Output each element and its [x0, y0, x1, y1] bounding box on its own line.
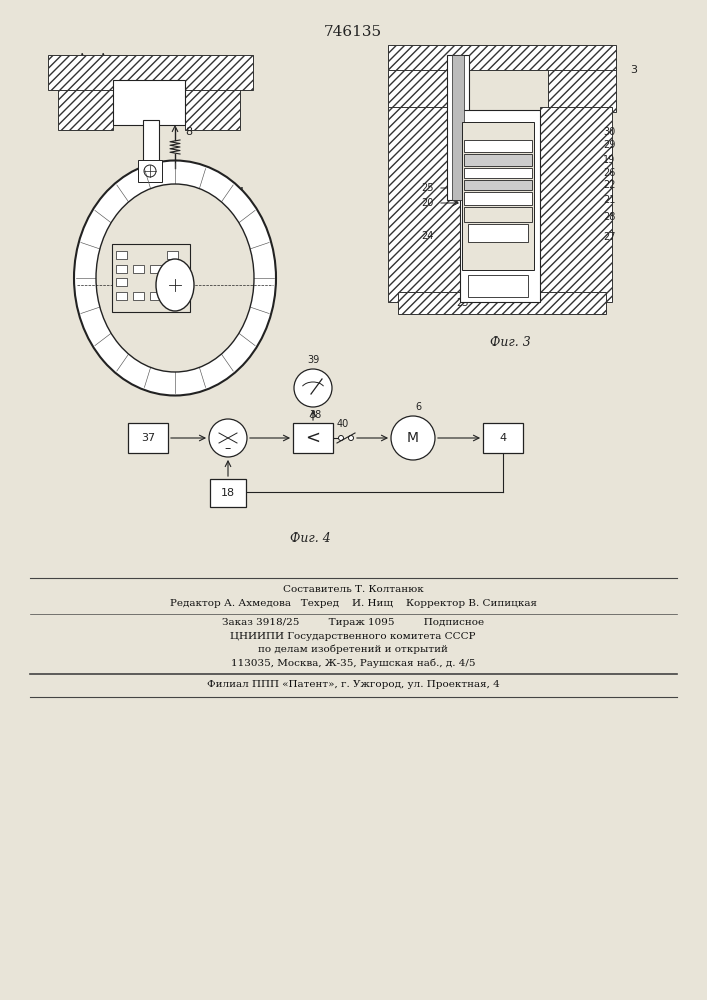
Bar	[464, 180, 532, 190]
Bar	[167, 292, 178, 300]
Circle shape	[294, 369, 332, 407]
Text: Заказ 3918/25         Тираж 1095         Подписное: Заказ 3918/25 Тираж 1095 Подписное	[222, 618, 484, 627]
Text: 40: 40	[337, 419, 349, 429]
Text: Фиг. 3: Фиг. 3	[490, 336, 530, 349]
Bar	[464, 154, 532, 166]
Text: Редактор А. Ахмедова   Техред    И. Нищ    Корректор В. Сипицкая: Редактор А. Ахмедова Техред И. Нищ Корре…	[170, 599, 537, 608]
Text: 3: 3	[630, 65, 637, 75]
Text: 23: 23	[456, 298, 468, 308]
Text: <: <	[305, 429, 320, 447]
Bar	[548, 47, 616, 112]
Bar	[143, 120, 159, 162]
Circle shape	[209, 419, 247, 457]
Text: Составитель Т. Колтанюк: Составитель Т. Колтанюк	[283, 585, 423, 594]
Bar	[116, 278, 127, 286]
Text: 37: 37	[141, 433, 155, 443]
Bar	[167, 265, 178, 273]
Bar	[112, 244, 190, 312]
Ellipse shape	[96, 184, 254, 372]
Bar	[388, 47, 456, 112]
Bar	[58, 65, 113, 130]
Text: 39: 39	[307, 355, 319, 365]
Text: 26: 26	[603, 168, 615, 178]
Bar	[133, 265, 144, 273]
Ellipse shape	[74, 160, 276, 395]
Text: 22: 22	[603, 180, 616, 190]
Text: 31: 31	[168, 170, 180, 180]
Bar	[116, 292, 127, 300]
Bar	[150, 292, 161, 300]
Text: 35: 35	[224, 420, 236, 430]
Text: 27: 27	[603, 232, 616, 242]
Text: ЦНИИПИ Государственного комитета СССР: ЦНИИПИ Государственного комитета СССР	[230, 632, 476, 641]
Text: 29: 29	[603, 140, 615, 150]
Circle shape	[349, 436, 354, 440]
Bar	[167, 278, 178, 286]
Bar	[185, 65, 240, 130]
Bar	[116, 265, 127, 273]
Text: Фиг. 2: Фиг. 2	[155, 356, 195, 368]
Bar	[388, 107, 460, 302]
Text: 24: 24	[421, 231, 433, 241]
Bar	[447, 55, 469, 200]
Text: 13: 13	[230, 240, 243, 250]
Text: 28: 28	[603, 212, 615, 222]
Bar	[468, 224, 528, 242]
Bar	[48, 55, 253, 90]
Bar	[468, 275, 528, 297]
Bar	[388, 45, 616, 70]
Bar	[452, 55, 464, 200]
Bar	[133, 292, 144, 300]
Text: Филиал ППП «Патент», г. Ужгород, ул. Проектная, 4: Филиал ППП «Патент», г. Ужгород, ул. Про…	[206, 680, 499, 689]
Bar	[113, 80, 185, 125]
Bar	[464, 207, 532, 222]
Circle shape	[391, 416, 435, 460]
Bar	[464, 168, 532, 178]
Text: 38: 38	[309, 410, 321, 420]
Text: 21: 21	[603, 195, 615, 205]
Text: по делам изобретений и открытий: по делам изобретений и открытий	[258, 645, 448, 654]
Bar	[138, 160, 162, 182]
Bar	[462, 122, 534, 270]
Text: Фиг. 4: Фиг. 4	[290, 532, 330, 544]
Bar	[483, 423, 523, 453]
Text: 113035, Москва, Ж-35, Раушская наб., д. 4/5: 113035, Москва, Ж-35, Раушская наб., д. …	[230, 658, 475, 668]
Text: 20: 20	[421, 198, 433, 208]
Text: 6: 6	[415, 402, 421, 412]
Text: 14: 14	[233, 187, 245, 197]
Text: 18: 18	[221, 488, 235, 498]
Text: –: –	[225, 442, 231, 456]
Text: 25: 25	[421, 183, 433, 193]
Text: 4: 4	[499, 433, 506, 443]
Ellipse shape	[156, 259, 194, 311]
Bar	[540, 107, 612, 302]
Bar	[210, 479, 246, 507]
Text: М: М	[407, 431, 419, 445]
Bar	[167, 251, 178, 259]
Text: 8: 8	[185, 127, 192, 137]
Bar	[398, 292, 606, 314]
Bar	[128, 423, 168, 453]
Bar	[293, 423, 333, 453]
Bar	[464, 140, 532, 152]
Circle shape	[339, 436, 344, 440]
Text: 19: 19	[603, 155, 615, 165]
Text: 746135: 746135	[324, 25, 382, 39]
Bar	[460, 110, 540, 302]
Text: 30: 30	[603, 127, 615, 137]
Bar	[150, 265, 161, 273]
Text: А – А: А – А	[78, 53, 107, 63]
Bar	[464, 192, 532, 205]
Bar	[116, 251, 127, 259]
